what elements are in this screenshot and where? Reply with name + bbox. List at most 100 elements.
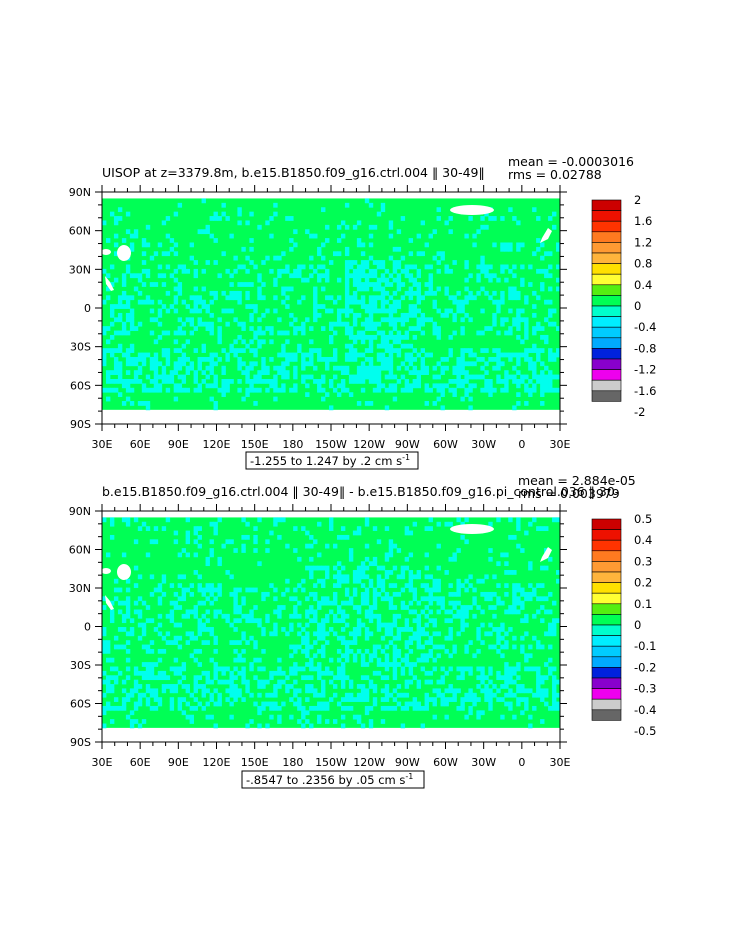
anomaly-cell bbox=[396, 352, 402, 358]
anomaly-cell bbox=[392, 565, 398, 571]
anomaly-cell bbox=[452, 299, 457, 305]
anomaly-cell bbox=[512, 591, 517, 597]
anomaly-cell bbox=[528, 356, 533, 362]
anomaly-cell bbox=[392, 622, 398, 628]
anomaly-cell bbox=[205, 561, 210, 567]
anomaly-cell bbox=[181, 591, 187, 597]
anomaly-cell bbox=[500, 627, 505, 632]
anomaly-cell bbox=[225, 383, 230, 389]
anomaly-cell bbox=[269, 701, 274, 707]
anomaly-cell bbox=[129, 387, 135, 393]
anomaly-cell bbox=[360, 723, 366, 729]
anomaly-cell bbox=[165, 387, 171, 393]
anomaly-cell bbox=[133, 286, 139, 292]
anomaly-cell bbox=[488, 591, 493, 597]
anomaly-cell bbox=[137, 609, 143, 615]
anomaly-cell bbox=[301, 374, 306, 380]
anomaly-cell bbox=[245, 255, 250, 261]
anomaly-cell bbox=[524, 374, 529, 380]
anomaly-cell bbox=[548, 264, 553, 270]
anomaly-cell bbox=[109, 379, 115, 384]
anomaly-cell bbox=[281, 374, 286, 380]
anomaly-cell bbox=[480, 308, 485, 314]
anomaly-cell bbox=[500, 361, 505, 367]
anomaly-cell bbox=[229, 679, 234, 685]
anomaly-cell bbox=[376, 383, 382, 389]
anomaly-cell bbox=[161, 330, 167, 336]
anomaly-cell bbox=[376, 343, 382, 349]
anomaly-cell bbox=[321, 600, 326, 606]
anomaly-cell bbox=[340, 365, 346, 371]
anomaly-cell bbox=[492, 387, 497, 393]
anomaly-cell bbox=[404, 530, 410, 536]
anomaly-cell bbox=[516, 356, 521, 362]
anomaly-cell bbox=[404, 334, 410, 340]
anomaly-cell bbox=[125, 229, 131, 235]
anomaly-cell bbox=[340, 600, 346, 606]
anomaly-cell bbox=[348, 600, 354, 606]
x-tick-label: 150E bbox=[241, 756, 269, 769]
anomaly-cell bbox=[317, 521, 322, 527]
anomaly-cell bbox=[161, 591, 167, 597]
anomaly-cell bbox=[412, 348, 418, 353]
anomaly-cell bbox=[488, 605, 493, 610]
anomaly-cell bbox=[229, 539, 234, 545]
anomaly-cell bbox=[500, 379, 505, 384]
anomaly-cell bbox=[456, 613, 461, 619]
anomaly-cell bbox=[436, 596, 441, 602]
anomaly-cell bbox=[368, 618, 374, 624]
anomaly-cell bbox=[297, 688, 302, 694]
anomaly-cell bbox=[508, 701, 513, 707]
anomaly-cell bbox=[388, 282, 394, 287]
anomaly-cell bbox=[404, 662, 410, 667]
anomaly-cell bbox=[177, 697, 183, 702]
anomaly-cell bbox=[388, 387, 394, 393]
anomaly-cell bbox=[352, 627, 358, 632]
anomaly-cell bbox=[193, 370, 198, 375]
anomaly-cell bbox=[157, 299, 163, 305]
anomaly-cell bbox=[105, 644, 111, 650]
anomaly-cell bbox=[460, 308, 465, 314]
anomaly-cell bbox=[488, 679, 493, 685]
anomaly-cell bbox=[193, 286, 198, 292]
anomaly-cell bbox=[356, 631, 362, 637]
anomaly-cell bbox=[488, 631, 493, 637]
anomaly-cell bbox=[317, 631, 322, 637]
anomaly-cell bbox=[544, 596, 549, 602]
anomaly-cell bbox=[257, 290, 262, 296]
anomaly-cell bbox=[125, 312, 131, 318]
anomaly-cell bbox=[149, 591, 155, 597]
anomaly-cell bbox=[380, 202, 386, 208]
anomaly-cell bbox=[448, 521, 453, 527]
anomaly-cell bbox=[428, 517, 433, 523]
anomaly-cell bbox=[197, 543, 202, 549]
anomaly-cell bbox=[408, 383, 414, 389]
anomaly-cell bbox=[177, 290, 183, 296]
anomaly-cell bbox=[197, 662, 202, 667]
anomaly-cell bbox=[400, 723, 406, 729]
anomaly-cell bbox=[436, 631, 441, 637]
anomaly-cell bbox=[480, 670, 485, 676]
anomaly-cell bbox=[396, 304, 402, 309]
anomaly-cell bbox=[241, 348, 246, 353]
anomaly-cell bbox=[201, 343, 206, 349]
anomaly-cell bbox=[185, 517, 191, 523]
anomaly-cell bbox=[193, 705, 198, 711]
anomaly-cell bbox=[309, 666, 314, 672]
anomaly-cell bbox=[364, 596, 370, 602]
anomaly-cell bbox=[325, 295, 330, 301]
anomaly-cell bbox=[480, 356, 485, 362]
anomaly-cell bbox=[368, 321, 374, 327]
anomaly-cell bbox=[392, 246, 398, 252]
anomaly-cell bbox=[468, 361, 473, 367]
anomaly-cell bbox=[516, 684, 521, 689]
anomaly-cell bbox=[428, 591, 433, 597]
anomaly-cell bbox=[173, 684, 179, 689]
anomaly-cell bbox=[536, 679, 541, 685]
anomaly-cell bbox=[193, 260, 198, 265]
anomaly-cell bbox=[336, 308, 342, 314]
x-tick-label: 30E bbox=[92, 438, 113, 451]
anomaly-cell bbox=[153, 526, 159, 531]
anomaly-cell bbox=[289, 644, 294, 650]
anomaly-cell bbox=[125, 379, 131, 384]
